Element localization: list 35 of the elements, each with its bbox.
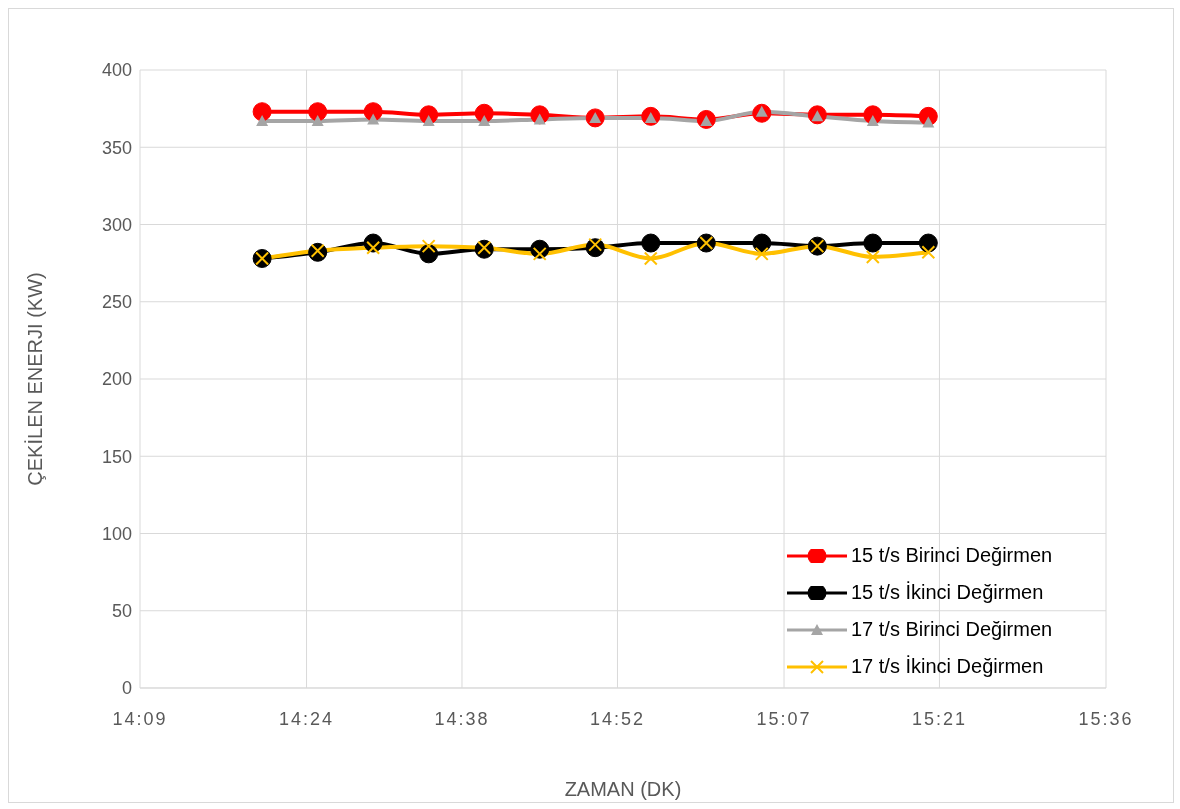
point (367, 113, 380, 125)
y-tick-label: 300 (101, 214, 132, 235)
point (754, 246, 769, 261)
legend-label: 17 t/s Birinci Değirmen (851, 618, 1053, 641)
y-tick-label: 0 (121, 678, 132, 699)
point (863, 233, 883, 253)
x-axis-title: ZAMAN (DK) (564, 778, 682, 800)
point (752, 233, 772, 253)
y-tick-label: 250 (101, 292, 132, 313)
point (641, 233, 661, 253)
legend-label: 15 t/s İkinci Değirmen (851, 581, 1044, 604)
y-tick-label: 50 (111, 601, 132, 622)
point (256, 114, 269, 126)
y-tick-label: 200 (101, 369, 132, 390)
x-tick-label: 14:52 (589, 708, 645, 729)
point (311, 114, 324, 126)
x-tick-label: 15:21 (911, 708, 967, 729)
point (865, 249, 880, 264)
y-tick-label: 400 (101, 60, 132, 81)
x-tick-label: 14:24 (279, 708, 335, 729)
point (478, 114, 491, 126)
x-tick-label: 14:38 (434, 708, 490, 729)
point (921, 245, 936, 260)
y-tick-label: 350 (101, 137, 132, 158)
y-axis-title: ÇEKİLEN ENERJI (KW) (24, 272, 47, 486)
x-tick-label: 15:07 (756, 708, 812, 729)
legend-label: 15 t/s Birinci Değirmen (851, 544, 1053, 567)
y-tick-label: 100 (101, 523, 132, 544)
x-tick-label: 14:09 (112, 708, 168, 729)
y-tick-label: 150 (101, 446, 132, 467)
point (252, 102, 272, 122)
point (308, 102, 328, 122)
legend-label: 17 t/s İkinci Değirmen (851, 655, 1044, 678)
point (643, 251, 658, 266)
x-tick-label: 15:36 (1078, 708, 1134, 729)
